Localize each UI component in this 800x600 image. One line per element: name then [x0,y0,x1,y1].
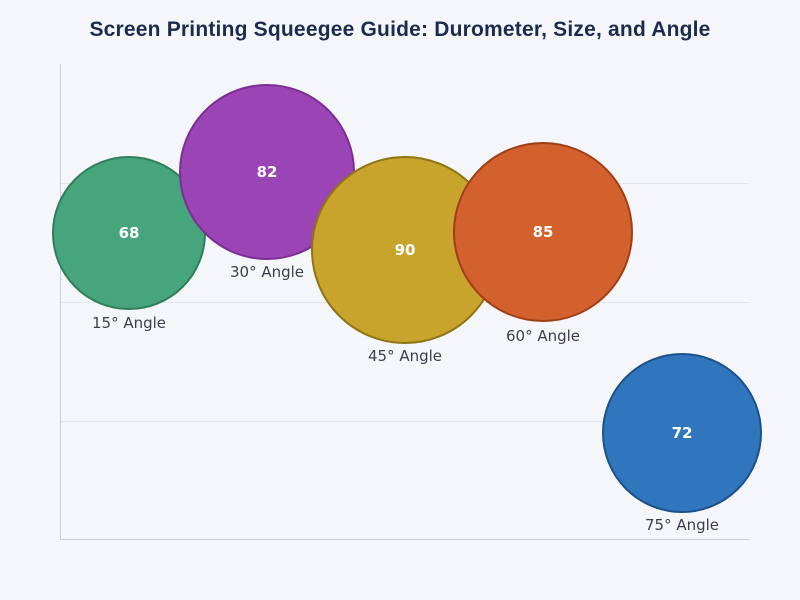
bubble-durometer-value: 82 [256,163,278,181]
bubble-durometer-value: 72 [671,424,693,442]
bubble-durometer-value: 90 [394,241,416,259]
horizontal-gridline-2 [60,421,749,422]
bubble-angle-label-30-angle: 30° Angle [229,263,305,281]
bubble-75-angle: 72 [602,353,762,513]
bubble-angle-label-75-angle: 75° Angle [644,516,720,534]
bubble-60-angle: 85 [453,142,633,322]
y-axis-line [60,64,61,539]
bubble-durometer-value: 68 [118,224,140,242]
bubble-angle-label-45-angle: 45° Angle [367,347,443,365]
x-axis-line [60,539,749,540]
bubble-angle-label-60-angle: 60° Angle [505,327,581,345]
bubble-angle-label-15-angle: 15° Angle [91,314,167,332]
chart-title: Screen Printing Squeegee Guide: Duromete… [89,18,711,41]
bubble-durometer-value: 85 [532,223,554,241]
